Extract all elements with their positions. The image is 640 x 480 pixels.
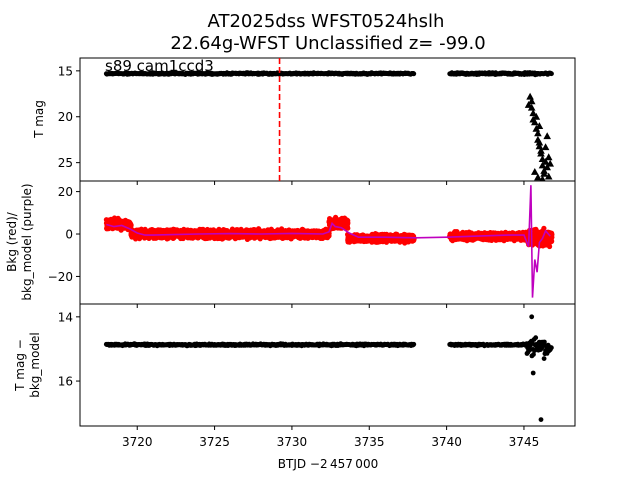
tmag-upper-limit-triangle [543, 163, 551, 171]
y-tick-label: −20 [48, 270, 73, 284]
bkg-point [549, 230, 555, 236]
bkg-point [128, 222, 134, 228]
tmag-upper-limit-triangle [539, 175, 546, 181]
tmag-upper-limit-triangle [535, 122, 544, 129]
tmag-point [549, 71, 554, 77]
panel-bkg-frame [79, 180, 576, 305]
tmag-upper-limit-triangle [538, 161, 547, 169]
chart-title-line2: 22.64g-WFST Unclassified z= -99.0 [170, 33, 485, 54]
tmag-upper-limit-triangle [543, 132, 551, 140]
y-tick-label: 25 [58, 156, 73, 170]
tmag-upper-limit-triangle [534, 129, 542, 137]
tmag-upper-limit-triangle [535, 138, 544, 146]
tmag-upper-limit-triangle [526, 92, 534, 100]
tmag-upper-limit-triangle [524, 101, 533, 108]
bkg-point [549, 238, 555, 244]
y-tick-label: 0 [65, 228, 73, 242]
tmag-upper-limit-triangle [541, 157, 550, 165]
bkg-model-line [106, 185, 551, 298]
tmag-upper-limit-triangle [527, 97, 536, 105]
tmag-upper-limit-triangle [535, 142, 544, 150]
panel-tmag-annotation: s89 cam1ccd3 [105, 57, 214, 75]
y-tick-label: 20 [58, 110, 73, 124]
panel-tmag-ylabel: T mag [32, 100, 46, 139]
tmag-upper-limit-triangle [537, 149, 545, 157]
tmag-upper-limit-triangle [534, 173, 542, 181]
tmag-upper-limit-triangle [544, 153, 553, 161]
tmag-upper-limit-triangle [529, 109, 537, 117]
tmag-upper-limit-triangle [544, 172, 553, 180]
bkg-point [547, 243, 553, 250]
panel-bkg: 20 0 −20 Bkg (red)/ bkg_model (purple) [5, 180, 576, 305]
tmag-upper-limit-triangle [540, 169, 548, 177]
bkg-point [345, 225, 351, 231]
y-tick-label: 15 [58, 64, 73, 78]
bkg-point [345, 220, 351, 226]
panel-bkg-ylabel-line2: bkg_model (purple) [20, 183, 34, 300]
chart-title-line1: AT2025dss WFST0524hslh [208, 11, 445, 32]
tmag-point [411, 71, 417, 77]
panel-tmag: s89 cam1ccd3 15 20 25 T mag [32, 57, 576, 182]
tmag-upper-limit-triangle [541, 143, 550, 151]
y-tick-label: 20 [58, 185, 73, 199]
panel-bkg-ylabel-line1: Bkg (red)/ [5, 211, 19, 272]
tmag-upper-limit-triangle [532, 112, 541, 120]
tmag-upper-limit-triangle [531, 168, 539, 175]
tmag-upper-limit-triangle [546, 159, 554, 167]
tmag-upper-limit-triangle [531, 118, 539, 126]
